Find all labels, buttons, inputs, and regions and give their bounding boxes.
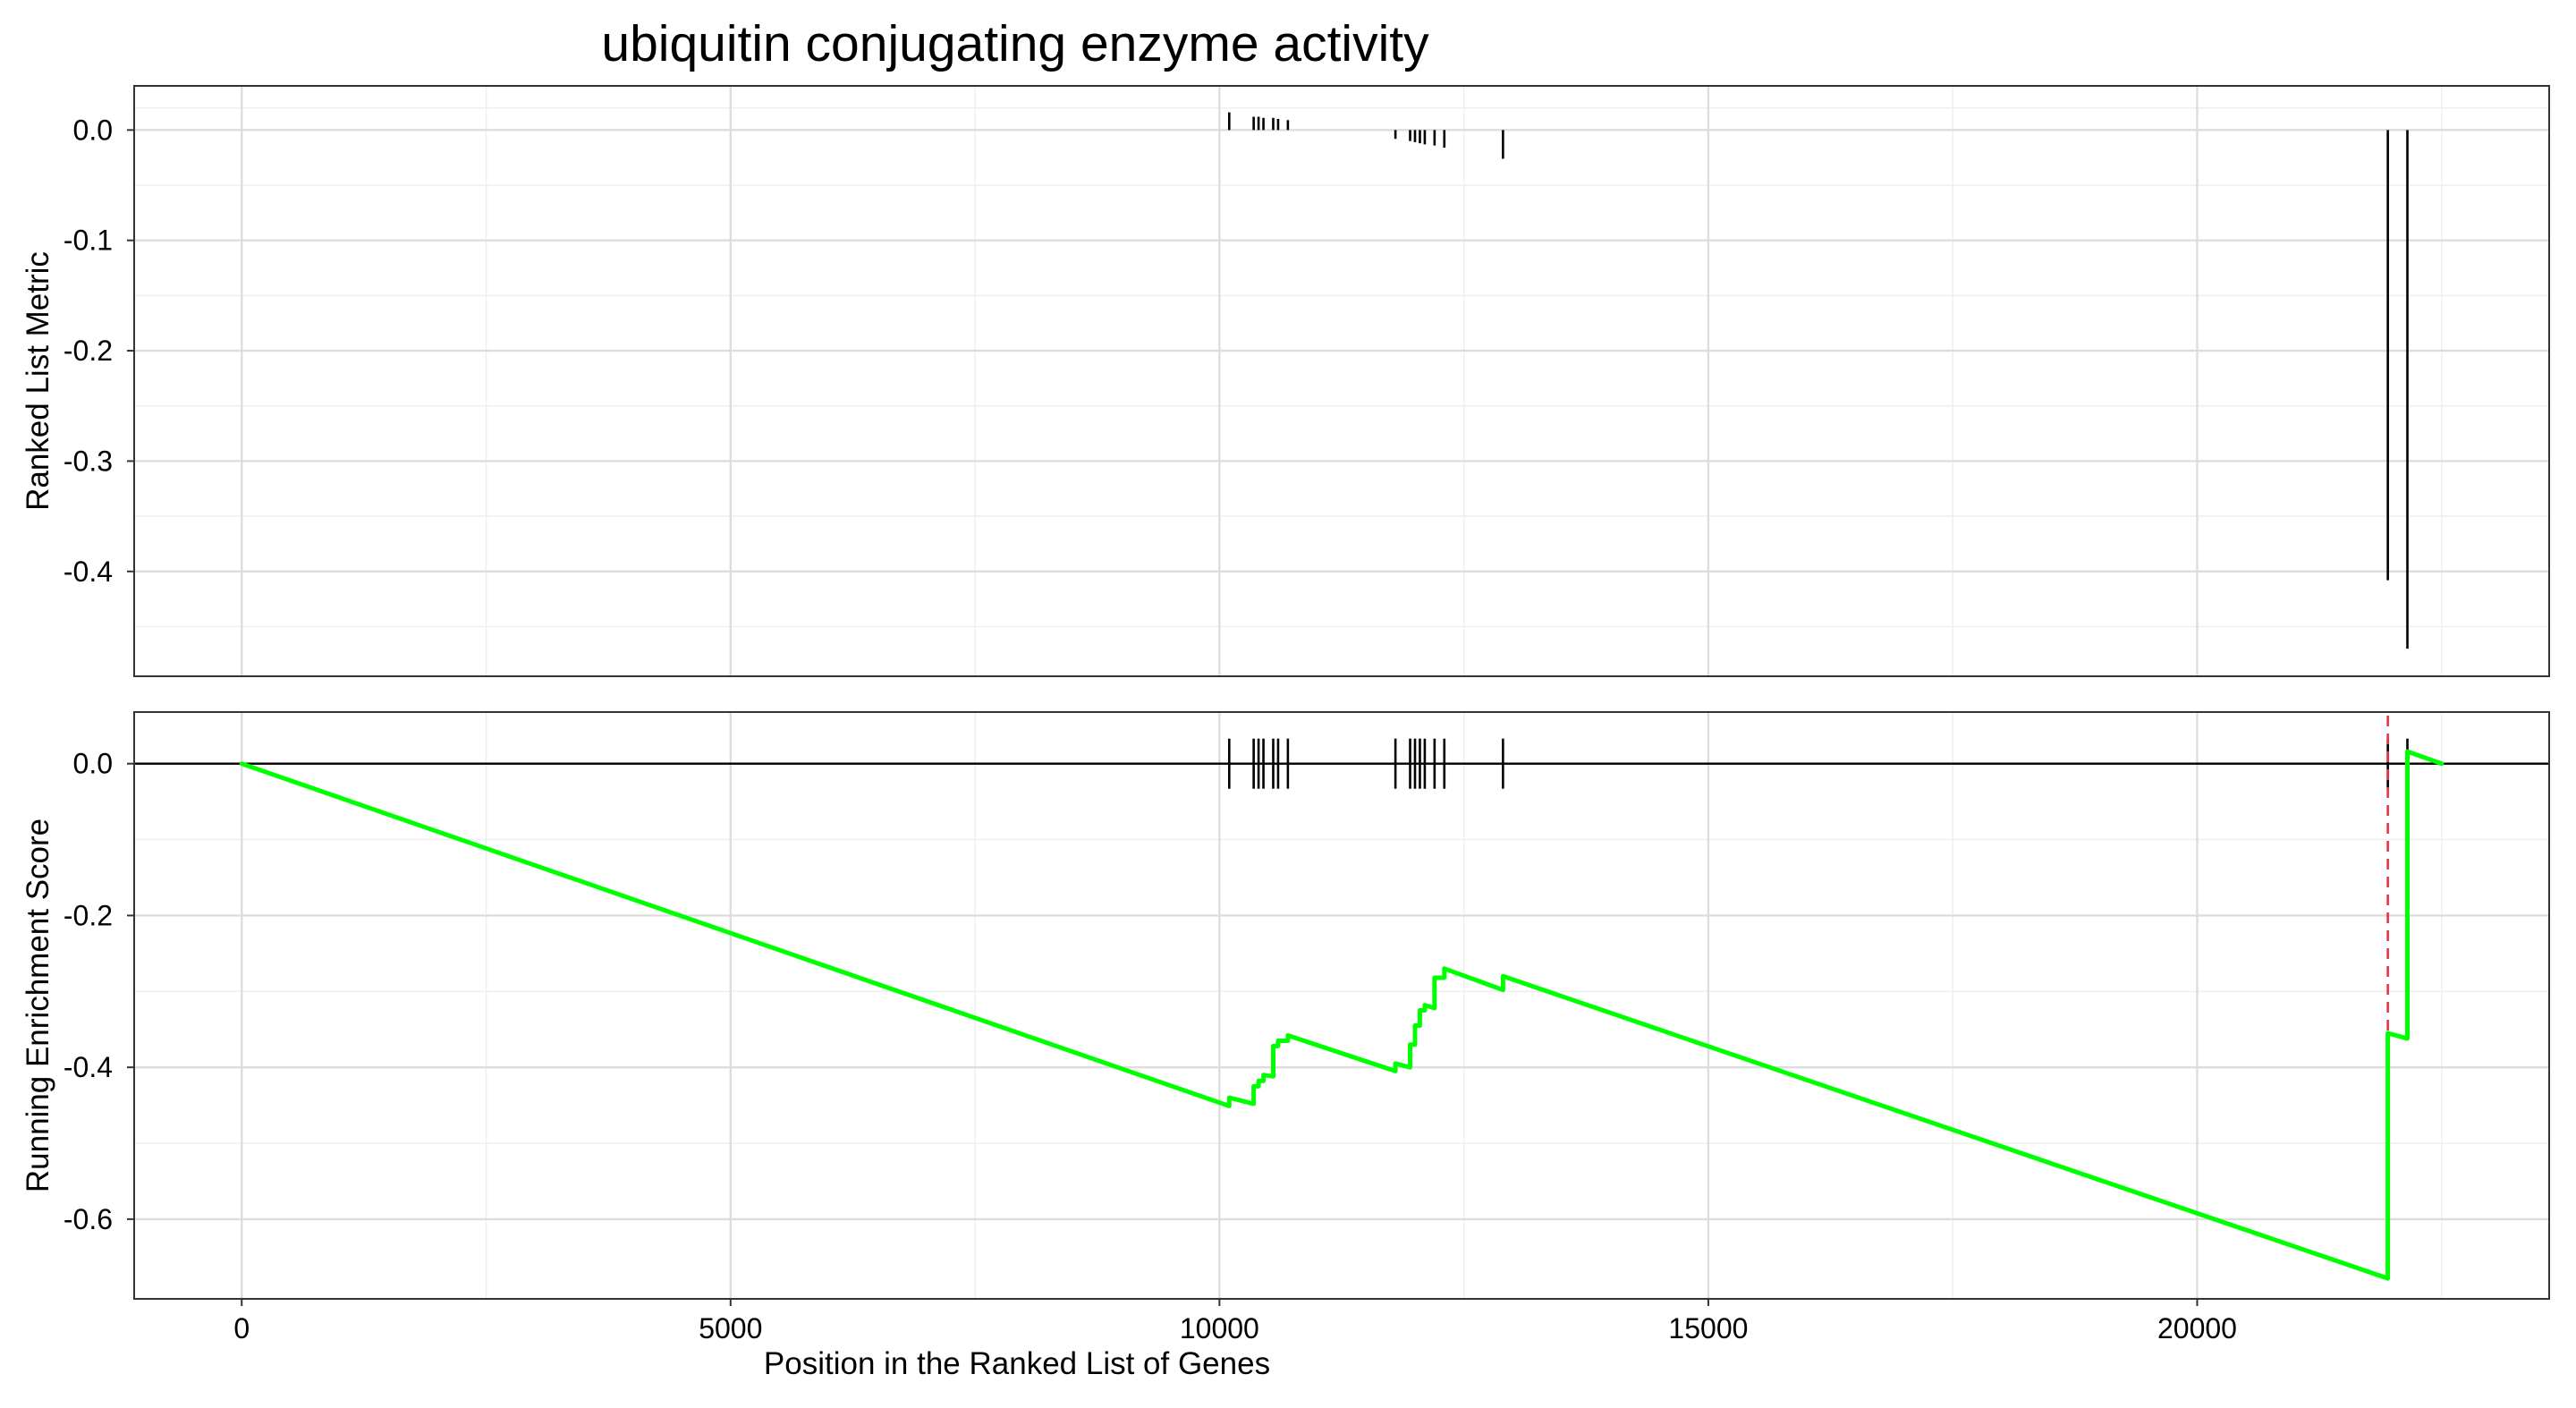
ranked-metric-grid [134, 86, 2549, 676]
x-tick-label: 0 [233, 1312, 250, 1344]
plot-title: ubiquitin conjugating enzyme activity [601, 15, 1429, 72]
ranked-metric-y-axis-title: Ranked List Metric [21, 251, 55, 511]
ranked-metric-frame [133, 85, 2550, 677]
y-tick-label: -0.6 [64, 1203, 113, 1235]
ranked-metric-panel: 0.0 -0.1 -0.2 -0.3 -0.4 Ranked List Metric [21, 85, 2550, 677]
y-tick-label: 0.0 [73, 114, 113, 146]
x-axis-title: Position in the Ranked List of Genes [764, 1346, 1270, 1381]
running-score-y-axis-title: Running Enrichment Score [21, 819, 55, 1192]
y-tick-label: 0.0 [73, 748, 113, 780]
ranked-metric-segments [1227, 112, 2409, 649]
running-enrichment-line [239, 749, 2445, 1281]
y-tick-label: -0.1 [64, 225, 113, 257]
running-score-panel: 0.0 -0.2 -0.4 -0.6 Running Enrichment Score [21, 711, 2550, 1300]
running-score-marks [134, 716, 2549, 1281]
y-tick-label: -0.4 [64, 556, 113, 588]
x-tick-label: 20000 [2157, 1312, 2237, 1344]
y-tick-label: -0.2 [64, 899, 113, 931]
ranked-metric-y-ticks: 0.0 -0.1 -0.2 -0.3 -0.4 [64, 114, 134, 588]
x-tick-label: 5000 [699, 1312, 762, 1344]
y-tick-label: -0.2 [64, 335, 113, 367]
x-axis-ticks: 0 5000 10000 15000 20000 [233, 1299, 2237, 1344]
y-tick-label: -0.3 [64, 445, 113, 477]
x-tick-label: 10000 [1180, 1312, 1259, 1344]
running-score-frame [133, 711, 2550, 1300]
x-tick-label: 15000 [1668, 1312, 1748, 1344]
running-score-y-ticks: 0.0 -0.2 -0.4 -0.6 [64, 748, 134, 1235]
y-tick-label: -0.4 [64, 1051, 113, 1083]
